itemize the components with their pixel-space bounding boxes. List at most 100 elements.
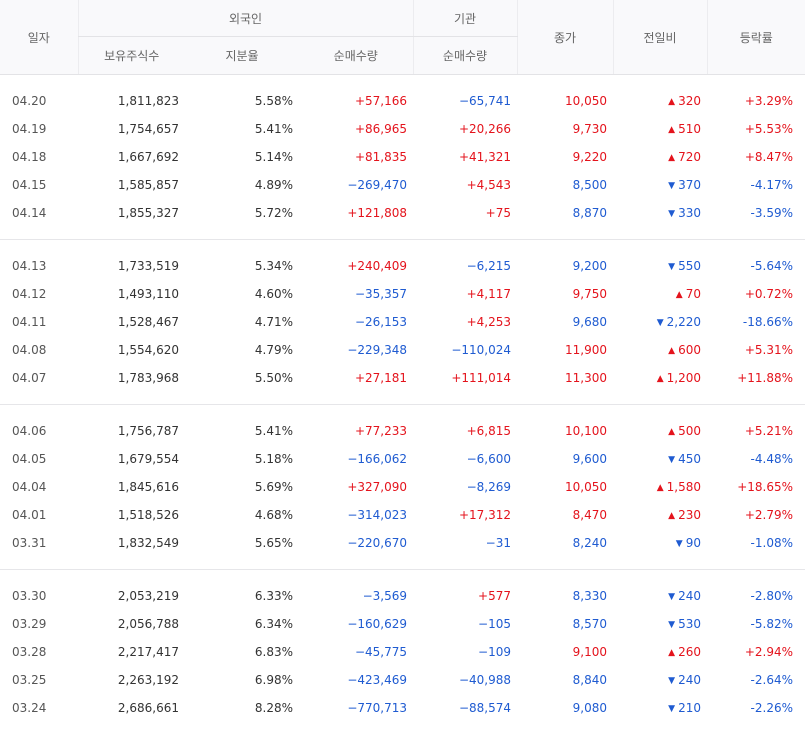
holdings-cell: 1,783,968 <box>78 364 185 405</box>
date-cell: 03.29 <box>12 617 47 631</box>
ratio-cell: 6.83% <box>254 645 293 659</box>
triangle-down-icon: ▼ <box>668 704 676 714</box>
close-cell: 9,680 <box>572 315 607 329</box>
close-cell: 8,570 <box>572 617 607 631</box>
close-cell: 8,500 <box>572 178 607 192</box>
foreign-net-cell: −45,775 <box>354 645 407 659</box>
foreign-net-cell: −26,153 <box>354 315 407 329</box>
rate-cell: +8.47% <box>744 150 793 164</box>
triangle-up-icon: ▲ <box>668 153 676 163</box>
close-cell: 9,100 <box>572 645 607 659</box>
ratio-cell: 4.60% <box>254 287 293 301</box>
change-value: 2,220 <box>666 315 701 329</box>
close-cell: 9,200 <box>572 259 607 273</box>
header-rate: 등락률 <box>706 0 805 75</box>
ratio-cell: 5.41% <box>254 122 293 136</box>
change-cell: ▲ 500 <box>613 405 707 446</box>
date-cell: 04.18 <box>12 150 47 164</box>
inst-net-cell: +75 <box>413 199 517 240</box>
inst-net-cell: −6,215 <box>466 259 511 273</box>
change-value: 240 <box>678 673 701 687</box>
inst-net-cell: −88,574 <box>458 701 511 715</box>
table-row: 04.12 1,493,110 4.60% −35,357 +4,117 9,750 ▲ 70… <box>0 280 805 308</box>
change-cell: ▲ 260 <box>613 638 707 666</box>
change-value: 1,200 <box>666 371 701 385</box>
foreign-net-cell: +57,166 <box>354 94 407 108</box>
table-row: 04.01 1,518,526 4.68% −314,023 +17,312 8,470 ▲… <box>0 501 805 529</box>
change-value: 1,580 <box>666 480 701 494</box>
inst-net-cell: +20,266 <box>458 122 511 136</box>
foreign-net-cell: −423,469 <box>347 673 407 687</box>
foreign-net-cell: −269,470 <box>347 178 407 192</box>
table-row: 03.30 2,053,219 6.33% −3,569 +577 8,330 ▼ 240 -2… <box>0 570 805 611</box>
close-cell: 9,750 <box>572 287 607 301</box>
close-cell: 10,100 <box>565 424 607 438</box>
change-cell: ▼ 240 <box>613 666 707 694</box>
rate-cell: -4.48% <box>750 452 793 466</box>
inst-net-cell: −8,269 <box>466 480 511 494</box>
inst-net-cell: +4,117 <box>466 287 511 301</box>
triangle-down-icon: ▼ <box>656 318 664 328</box>
inst-net-cell: +4,543 <box>466 178 511 192</box>
ratio-cell: 6.33% <box>254 589 293 603</box>
triangle-up-icon: ▲ <box>668 648 676 658</box>
date-cell: 03.30 <box>12 589 47 603</box>
ratio-cell: 4.68% <box>254 508 293 522</box>
close-cell: 9,080 <box>572 701 607 715</box>
change-cell: ▼ 330 <box>613 199 707 240</box>
triangle-down-icon: ▼ <box>668 262 676 272</box>
ratio-cell: 5.41% <box>254 424 293 438</box>
rate-cell: +2.94% <box>744 645 793 659</box>
inst-net-cell: +6,815 <box>466 424 511 438</box>
close-cell: 8,840 <box>572 673 607 687</box>
header-date: 일자 <box>0 0 78 75</box>
date-cell: 03.25 <box>12 673 47 687</box>
close-cell: 11,900 <box>565 343 607 357</box>
holdings-cell: 2,263,192 <box>117 673 179 687</box>
holdings-cell: 1,585,857 <box>117 178 179 192</box>
close-cell: 8,470 <box>572 508 607 522</box>
rate-cell: +2.79% <box>744 508 793 522</box>
foreign-net-cell: +27,181 <box>299 364 413 405</box>
triangle-down-icon: ▼ <box>668 455 676 465</box>
date-cell: 04.11 <box>12 315 47 329</box>
change-value: 720 <box>678 150 701 164</box>
rate-cell: -2.26% <box>750 701 793 715</box>
ratio-cell: 5.72% <box>185 199 299 240</box>
change-cell: ▼ 450 <box>613 445 707 473</box>
inst-net-cell: −109 <box>478 645 511 659</box>
change-value: 210 <box>678 701 701 715</box>
holdings-cell: 1,554,620 <box>117 343 179 357</box>
change-value: 370 <box>678 178 701 192</box>
holdings-cell: 1,832,549 <box>78 529 185 570</box>
change-value: 260 <box>678 645 701 659</box>
change-value: 550 <box>678 259 701 273</box>
table-row: 04.05 1,679,554 5.18% −166,062 −6,600 9,600 ▼ 4… <box>0 445 805 473</box>
rate-cell: +0.72% <box>744 287 793 301</box>
foreign-net-cell: −229,348 <box>347 343 407 357</box>
table-row: 04.14 1,855,327 5.72% +121,808 +75 8,870 ▼ 330-… <box>0 199 805 240</box>
header-foreign: 외국인 <box>77 0 413 37</box>
holdings-cell: 1,493,110 <box>117 287 179 301</box>
table-row: 03.29 2,056,788 6.34% −160,629 −105 8,570 ▼ 530… <box>0 610 805 638</box>
close-cell: 9,730 <box>572 122 607 136</box>
header-ratio: 지분율 <box>185 36 299 75</box>
close-cell: 9,600 <box>572 452 607 466</box>
change-cell: ▼ 550 <box>613 240 707 281</box>
change-cell: ▲ 1,200 <box>613 364 707 405</box>
foreign-net-cell: −166,062 <box>347 452 407 466</box>
close-cell: 8,240 <box>517 529 613 570</box>
ratio-cell: 6.34% <box>254 617 293 631</box>
table-row: 03.28 2,217,417 6.83% −45,775 −109 9,100 ▲ 260 +… <box>0 638 805 666</box>
close-cell: 10,050 <box>565 94 607 108</box>
header-close: 종가 <box>516 0 613 75</box>
change-cell: ▲ 320 <box>613 75 707 116</box>
ratio-cell: 4.89% <box>254 178 293 192</box>
triangle-down-icon: ▼ <box>675 539 683 549</box>
rate-cell: -2.80% <box>750 589 793 603</box>
triangle-up-icon: ▲ <box>668 346 676 356</box>
inst-net-cell: −110,024 <box>451 343 511 357</box>
table-row: 03.31 1,832,549 5.65% −220,670 −31 8,240 ▼ 90 -1… <box>0 529 805 570</box>
holdings-cell: 1,811,823 <box>117 94 179 108</box>
